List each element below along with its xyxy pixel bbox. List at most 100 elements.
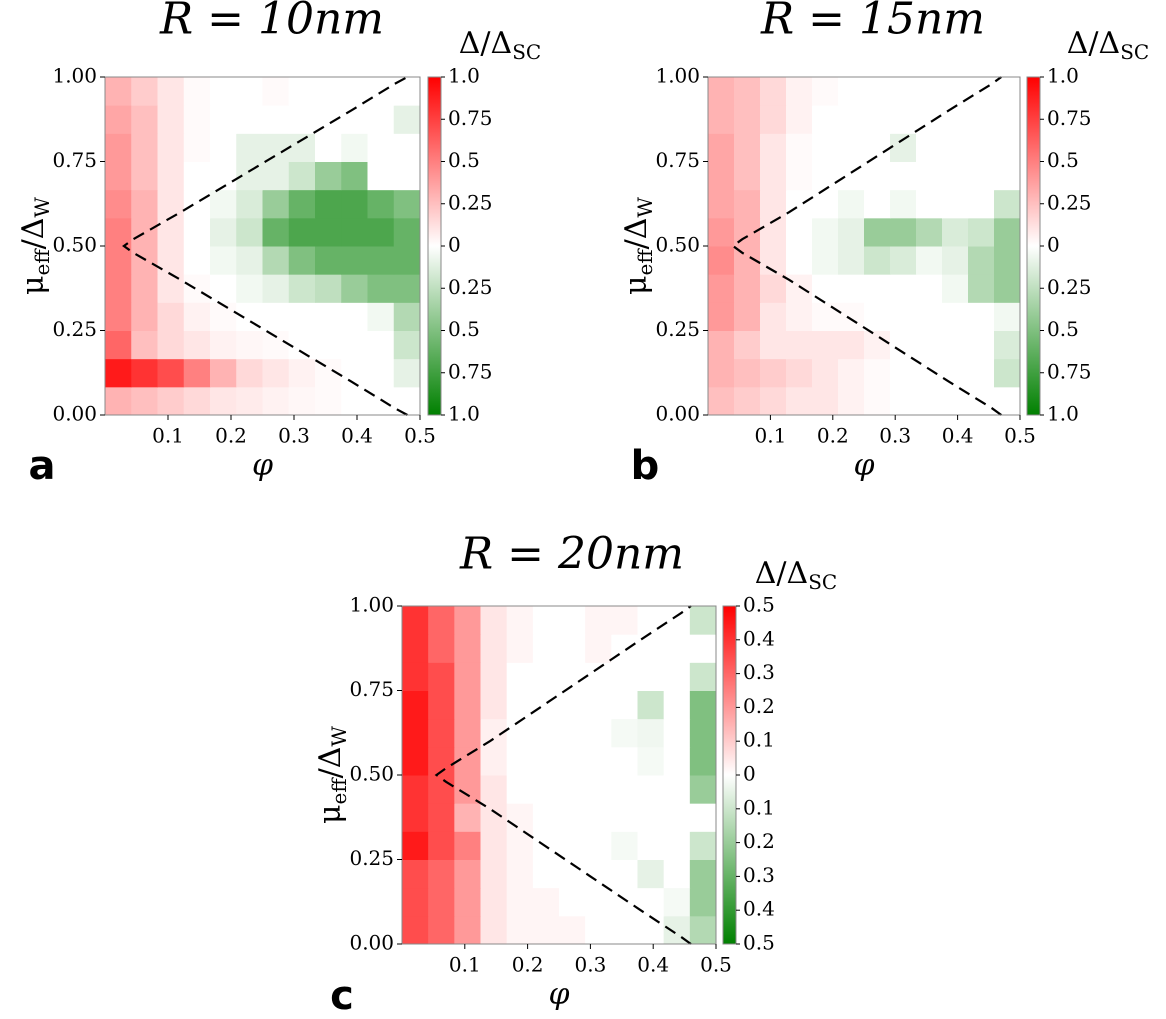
panel: 0.1 0.2 0.3 0.4 0.50.000.250.500.751.001.00.… <box>16 0 541 489</box>
heatmap-cell <box>838 358 865 388</box>
heatmap-cell <box>786 105 813 134</box>
y-tick-label: 0.00 <box>52 402 97 426</box>
heatmap-cell <box>890 330 917 360</box>
heatmap-cell <box>890 217 917 247</box>
heatmap-cell <box>105 77 132 106</box>
heatmap-cell <box>157 105 185 134</box>
heatmap-cell <box>838 217 865 247</box>
colorbar-tick-label: 0.4 <box>743 626 775 650</box>
heatmap-cell <box>559 746 586 776</box>
heatmap-cell <box>663 634 691 663</box>
heatmap-cell <box>786 274 813 303</box>
heatmap-cell <box>532 662 560 691</box>
heatmap-cell <box>585 915 612 945</box>
heatmap-cell <box>611 859 638 889</box>
heatmap-cell <box>506 690 534 720</box>
heatmap-cell <box>942 161 969 191</box>
heatmap-cell <box>637 803 665 832</box>
heatmap-cell <box>532 803 560 832</box>
heatmap-cell <box>315 77 342 106</box>
colorbar-tick-label: 0.5 <box>1047 317 1079 341</box>
heatmap-cell <box>236 358 263 388</box>
heatmap-cell <box>262 330 290 360</box>
heatmap-cell <box>236 246 263 275</box>
heatmap-cell <box>428 803 455 832</box>
heatmap-cell <box>786 330 813 360</box>
heatmap-cell <box>236 133 263 162</box>
heatmap-cell <box>236 217 263 247</box>
heatmap-cell <box>506 915 534 945</box>
heatmap-cell <box>864 161 891 191</box>
heatmap-cell <box>708 386 735 416</box>
heatmap-cell <box>402 803 429 832</box>
heatmap-cell <box>734 133 761 162</box>
x-tick-label: 0.4 <box>341 424 373 448</box>
heatmap-cell <box>506 662 534 691</box>
x-tick-label: 0.5 <box>700 953 732 977</box>
heatmap-cell <box>812 246 839 275</box>
heatmap-cell <box>315 274 342 303</box>
heatmap-cell <box>367 161 395 191</box>
heatmap-cell <box>131 77 158 106</box>
heatmap-cell <box>393 302 421 331</box>
heatmap-cell <box>157 246 185 275</box>
heatmap-cell <box>734 358 761 388</box>
heatmap-cell <box>532 634 560 663</box>
heatmap-cell <box>786 358 813 388</box>
heatmap-cell <box>288 189 316 219</box>
colorbar-tick-label: 0.3 <box>743 863 775 887</box>
heatmap-cell <box>689 915 717 945</box>
heatmap-cell <box>611 662 638 691</box>
heatmap-cell <box>708 133 735 162</box>
heatmap-cell <box>942 246 969 275</box>
heatmap-cell <box>183 217 211 247</box>
colorbar-tick-label: 0.75 <box>1047 359 1092 383</box>
heatmap-cell <box>708 330 735 360</box>
heatmap-cell <box>611 775 638 804</box>
colorbar <box>427 76 442 416</box>
heatmap-cell <box>663 831 691 860</box>
heatmap-cell <box>131 386 158 416</box>
heatmap-cell <box>105 189 132 219</box>
heatmap-cell <box>131 133 158 162</box>
y-axis-label-part: eff <box>30 248 54 276</box>
heatmap-cell <box>994 302 1021 331</box>
heatmap-cell <box>157 189 185 219</box>
heatmap-cell <box>838 105 865 134</box>
heatmap-cell <box>864 386 891 416</box>
heatmap-cell <box>689 690 717 720</box>
heatmap-cell <box>393 189 421 219</box>
heatmap-cell <box>760 302 787 331</box>
heatmap-cell <box>105 302 132 331</box>
heatmap-cell <box>637 915 665 945</box>
heatmap-cell <box>968 330 995 360</box>
heatmap-cell <box>637 859 665 889</box>
heatmap-cell <box>864 330 891 360</box>
heatmap-cell <box>942 217 969 247</box>
heatmap-cell <box>183 133 211 162</box>
heatmap-cell <box>968 274 995 303</box>
heatmap-cell <box>689 718 717 748</box>
colorbar-label-part: SC <box>808 570 837 594</box>
y-axis-label-part: /Δ <box>313 747 348 779</box>
heatmap-cell <box>105 358 132 388</box>
heatmap-cell <box>812 189 839 219</box>
y-axis-label: μeff/ΔW <box>16 197 54 295</box>
heatmap-cell <box>637 831 665 860</box>
heatmap-cell <box>663 718 691 748</box>
heatmap-cell <box>708 274 735 303</box>
heatmap-cell <box>559 718 586 748</box>
heatmap-cell <box>532 887 560 917</box>
heatmap-cell <box>454 662 481 691</box>
heatmap-cell <box>428 887 455 917</box>
heatmap-cell <box>236 330 263 360</box>
heatmap-cell <box>916 386 943 416</box>
heatmap-cell <box>812 330 839 360</box>
heatmap-cell <box>428 915 455 945</box>
heatmap-cell <box>428 831 455 860</box>
heatmap-cell <box>480 831 508 860</box>
heatmap-cell <box>183 105 211 134</box>
heatmap-cell <box>585 831 612 860</box>
heatmap-cell <box>402 887 429 917</box>
